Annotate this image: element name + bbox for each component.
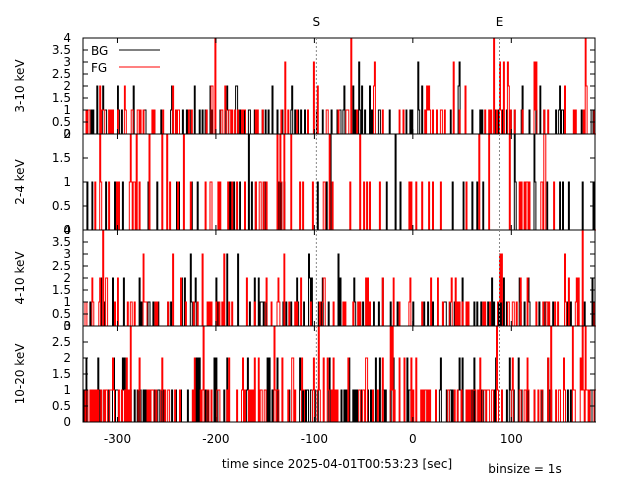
y-tick-label: 3.5	[52, 43, 71, 57]
y-tick-label: 2	[63, 351, 71, 365]
y-tick-label: 1	[63, 103, 71, 117]
y-tick-label: 3.5	[52, 235, 71, 249]
legend: BG FG	[91, 44, 160, 75]
y-tick-label: 0	[63, 223, 71, 237]
y-tick-label: 2.5	[52, 67, 71, 81]
y-tick-label: 0.5	[52, 307, 71, 321]
y-tick-label: 3	[63, 319, 71, 333]
y-tick-label: 2	[63, 127, 71, 141]
panel-ylabel: 2-4 keV	[13, 158, 27, 204]
legend-label-fg: FG	[91, 61, 107, 75]
y-tick-label: 1.5	[52, 91, 71, 105]
y-tick-label: 1	[63, 295, 71, 309]
y-tick-label: 0	[63, 127, 71, 141]
x-tick-label: -100	[301, 432, 328, 446]
y-tick-label: 0.5	[52, 115, 71, 129]
panel-ylabel: 4-10 keV	[13, 251, 27, 305]
y-tick-label: 1.5	[52, 151, 71, 165]
legend-label-bg: BG	[91, 44, 108, 58]
y-tick-label: 1.5	[52, 367, 71, 381]
series-fg-panel-0	[83, 37, 596, 135]
marker-label: E	[496, 15, 504, 29]
binsize-label: binsize = 1s	[488, 462, 561, 476]
x-tick-label: -200	[202, 432, 229, 446]
y-tick-label: 1.5	[52, 283, 71, 297]
y-tick-label: 2.5	[52, 259, 71, 273]
x-tick-label: -300	[104, 432, 131, 446]
panel-3: 0 0.5 1 1.5 2 2.5 3 10-20 keV	[13, 319, 596, 429]
series-bg-panel-2	[83, 253, 596, 327]
x-axis-label: time since 2025-04-01T00:53:23 [sec]	[222, 457, 452, 471]
y-tick-label: 1	[63, 383, 71, 397]
x-tick-label: 100	[500, 432, 523, 446]
y-tick-label: 3	[63, 247, 71, 261]
panel-ylabel: 10-20 keV	[13, 343, 27, 405]
y-tick-label: 0	[63, 319, 71, 333]
y-tick-label: 0.5	[52, 399, 71, 413]
y-tick-label: 0	[63, 415, 71, 429]
panel-frame-1	[82, 133, 596, 231]
series-fg-panel-1	[83, 133, 596, 231]
y-tick-label: 4	[63, 223, 71, 237]
y-tick-label: 2.5	[52, 335, 71, 349]
y-tick-label: 4	[63, 31, 71, 45]
x-tick-label: 0	[409, 432, 417, 446]
panel-ylabel: 3-10 keV	[13, 59, 27, 113]
y-tick-label: 2	[63, 271, 71, 285]
y-tick-label: 0.5	[52, 199, 71, 213]
y-tick-label: 1	[63, 175, 71, 189]
y-tick-label: 3	[63, 55, 71, 69]
y-tick-label: 2	[63, 79, 71, 93]
marker-label: S	[313, 15, 321, 29]
